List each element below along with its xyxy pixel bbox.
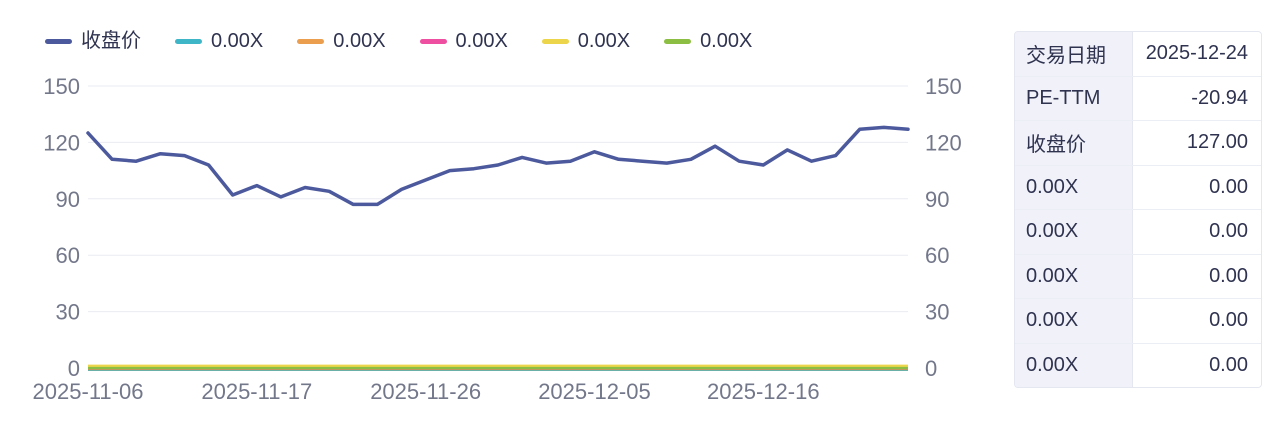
svg-text:60: 60 [925,243,949,268]
table-row-label: 0.00X [1015,299,1133,343]
svg-text:2025-12-16: 2025-12-16 [707,379,820,404]
table-row-value: 127.00 [1133,121,1261,165]
legend-item-band-3[interactable]: 0.00X [419,30,508,52]
table-row: 0.00X 0.00 [1015,165,1261,210]
svg-text:30: 30 [925,300,949,325]
table-row-label: 0.00X [1015,210,1133,254]
table-row: PE-TTM -20.94 [1015,76,1261,121]
legend-swatch-band-5 [664,38,692,44]
svg-text:150: 150 [43,74,80,99]
legend-item-band-5[interactable]: 0.00X [664,31,752,51]
table-row-value: 0.00 [1133,210,1261,254]
table-row: 收盘价 127.00 [1015,121,1261,166]
svg-text:2025-11-17: 2025-11-17 [201,379,312,404]
svg-text:2025-12-05: 2025-12-05 [538,379,651,404]
legend-swatch-close-price [45,38,72,44]
svg-text:0: 0 [925,356,937,381]
legend-label: 0.00X [700,30,753,52]
chart-canvas[interactable]: 0 0 30 30 60 60 90 90 120 120 150 150 2025-11-06 2025… [0,60,1005,425]
table-row-label: 收盘价 [1015,121,1133,165]
svg-text:0: 0 [68,356,80,381]
svg-text:2025-11-06: 2025-11-06 [33,379,144,404]
quote-table: 交易日期 2025-12-24 PE-TTM -20.94 收盘价 127.00… [1014,31,1262,388]
svg-text:60: 60 [56,243,80,268]
legend-item-close-price[interactable]: 收盘价 [45,31,141,51]
legend-label: 收盘价 [81,30,141,52]
table-row-value: 0.00 [1133,299,1261,343]
legend-label: 0.00X [333,30,386,52]
svg-text:120: 120 [925,130,962,155]
table-row-value: 0.00 [1133,254,1261,298]
table-row-value: 0.00 [1133,165,1261,209]
table-row-label: PE-TTM [1015,76,1133,120]
svg-text:2025-11-26: 2025-11-26 [370,379,481,404]
table-row: 0.00X 0.00 [1015,299,1261,344]
svg-text:90: 90 [925,187,949,212]
legend-swatch-band-3 [419,38,447,44]
legend-swatch-band-4 [541,38,569,44]
svg-text:120: 120 [43,130,80,155]
legend-swatch-band-1 [175,38,202,44]
table-row: 0.00X 0.00 [1015,210,1261,255]
table-row-label: 0.00X [1015,254,1133,298]
table-row-value: 2025-12-24 [1133,32,1261,76]
legend-label: 0.00X [211,30,264,52]
legend-item-band-2[interactable]: 0.00X [297,30,386,52]
legend-label: 0.00X [455,30,508,52]
svg-text:150: 150 [925,74,962,99]
table-row-value: -20.94 [1133,76,1261,120]
table-row: 0.00X 0.00 [1015,343,1261,387]
chart-legend: 收盘价 0.00X 0.00X 0.00X 0.00X 0.00X [45,31,786,51]
table-row-label: 0.00X [1015,165,1133,209]
svg-text:90: 90 [56,187,80,212]
table-row: 交易日期 2025-12-24 [1015,32,1261,77]
price-line-chart[interactable]: 0 0 30 30 60 60 90 90 120 120 150 150 2025-11-06 2025… [0,60,1005,425]
table-row-value: 0.00 [1133,343,1261,387]
legend-swatch-band-2 [297,38,325,44]
table-row-label: 0.00X [1015,343,1133,387]
table-row: 0.00X 0.00 [1015,254,1261,299]
svg-text:30: 30 [56,300,80,325]
legend-label: 0.00X [577,30,631,52]
table-row-label: 交易日期 [1015,32,1133,76]
legend-item-band-4[interactable]: 0.00X [541,30,631,52]
legend-item-band-1[interactable]: 0.00X [175,31,263,51]
